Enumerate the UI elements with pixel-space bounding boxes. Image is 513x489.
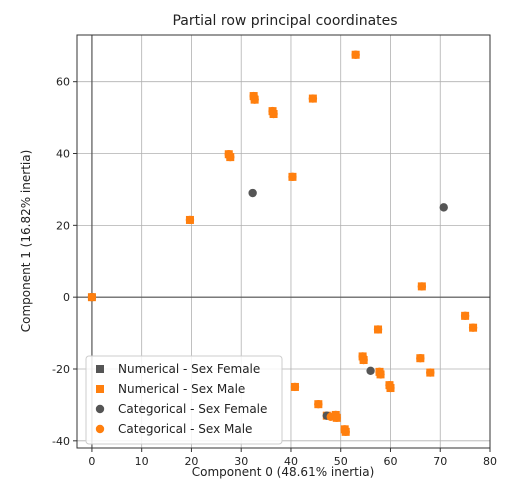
- x-axis-label: Component 0 (48.61% inertia): [192, 465, 375, 479]
- point-categorical-sex-male: [87, 292, 97, 302]
- point-categorical-sex-female: [248, 188, 257, 198]
- y-tick-label: 40: [56, 148, 70, 161]
- chart-title: Partial row principal coordinates: [172, 13, 397, 29]
- point-categorical-sex-male: [376, 370, 385, 379]
- legend-marker: [95, 404, 105, 414]
- legend-label: Categorical - Sex Male: [118, 422, 252, 436]
- x-tick-label: 60: [383, 455, 397, 468]
- y-tick-label: 0: [63, 291, 70, 304]
- y-axis-label: Component 1 (16.82% inertia): [19, 150, 33, 333]
- y-tick-label: -40: [52, 435, 70, 448]
- point-categorical-sex-male: [290, 382, 300, 392]
- legend-label: Numerical - Sex Female: [118, 362, 260, 376]
- point-categorical-sex-male: [269, 109, 278, 119]
- point-categorical-sex-male: [332, 413, 341, 423]
- point-categorical-sex-male: [468, 323, 478, 332]
- x-tick-label: 10: [135, 455, 149, 468]
- x-tick-label: 20: [184, 455, 198, 468]
- point-categorical-sex-male: [314, 399, 323, 409]
- y-tick-label: -20: [52, 363, 70, 376]
- point-categorical-sex-male: [426, 368, 435, 377]
- point-categorical-sex-female: [366, 366, 375, 375]
- x-tick-label: 0: [88, 455, 95, 468]
- point-categorical-sex-male: [460, 311, 470, 321]
- x-tick-label: 80: [483, 455, 497, 468]
- x-axis-ticks: 0 10 20 30 40 50 60 70 80: [88, 448, 497, 468]
- legend-marker: [96, 365, 104, 373]
- point-categorical-sex-male: [417, 282, 427, 291]
- x-tick-label: 40: [284, 455, 298, 468]
- point-categorical-sex-male: [351, 50, 360, 59]
- y-tick-label: 20: [56, 219, 70, 232]
- point-categorical-sex-male: [386, 383, 395, 393]
- y-axis-ticks: -40 -20 0 20 40 60: [52, 76, 77, 448]
- legend-marker: [96, 385, 104, 393]
- legend-label: Categorical - Sex Female: [118, 402, 267, 416]
- legend-box: [85, 355, 283, 445]
- legend: Numerical - Sex Female Numerical - Sex Ma…: [85, 355, 283, 445]
- point-categorical-sex-male: [373, 325, 383, 334]
- data-points: [87, 50, 478, 437]
- point-categorical-sex-male: [359, 355, 368, 365]
- x-tick-label: 70: [433, 455, 447, 468]
- legend-label: Numerical - Sex Male: [118, 382, 245, 396]
- x-tick-label: 50: [334, 455, 348, 468]
- point-categorical-sex-male: [308, 94, 318, 103]
- point-categorical-sex-male: [226, 152, 235, 162]
- x-tick-label: 30: [234, 455, 248, 468]
- point-categorical-sex-male: [250, 95, 259, 104]
- plot-frame: [76, 34, 491, 449]
- point-categorical-sex-female: [439, 203, 448, 212]
- point-categorical-sex-male: [341, 427, 350, 437]
- legend-marker: [95, 424, 105, 434]
- point-categorical-sex-male: [288, 172, 297, 182]
- y-tick-label: 60: [56, 76, 70, 89]
- point-categorical-sex-male: [185, 215, 195, 225]
- point-categorical-sex-male: [416, 354, 425, 363]
